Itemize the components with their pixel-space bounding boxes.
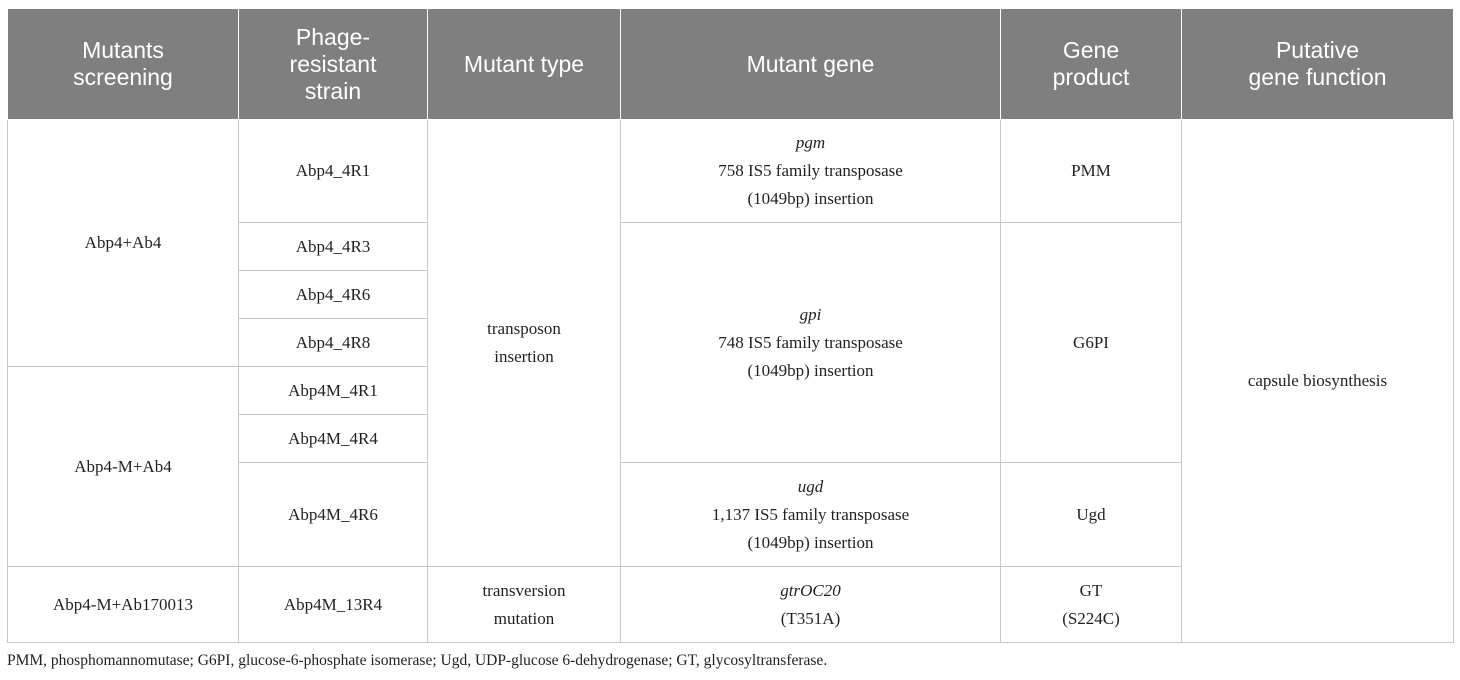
strain-cell: Abp4M_4R1 [238,366,428,415]
screening-cell: Abp4-M+Ab170013 [7,566,239,643]
mutant-gene-cell: ugd 1,137 IS5 family transposase (1049bp… [620,462,1001,567]
table-row: Abp4-M+Ab4 Abp4M_4R1 [7,366,1454,567]
gene-function-cell: capsule biosynthesis [1181,119,1454,643]
header-row: Mutants screening Phage-resistant strain M… [7,8,1454,120]
strain-cell: Abp4M_4R6 [238,462,428,567]
mutant-gene-cell: gtrOC20 (T351A) [620,566,1001,643]
mutant-type-cell: transversion mutation [427,566,621,643]
header-phage-resistant-strain: Phage-resistant strain [238,8,428,120]
table-row: Abp4-M+Ab170013 Abp4M_13R4 transversion m… [7,566,1454,643]
header-putative-gene-function: Putative gene function [1181,8,1454,120]
table-row: Abp4_4R8 [8,318,1454,367]
strain-cell: Abp4M_13R4 [238,566,428,643]
gene-product-cell: Ugd [1000,462,1182,567]
screening-cell: Abp4-M+Ab4 [7,366,239,567]
table-footnote: PMM, phosphomannomutase; G6PI, glucose-6… [7,652,828,669]
mutant-gene-cell: gpi 748 IS5 family transposase (1049bp) … [620,222,1001,463]
header-gene-product: Gene product [1000,8,1182,120]
table-row: Abp4_4R6 [8,270,1454,319]
mutant-type-cell: transposon insertion [427,119,621,567]
header-mutant-gene: Mutant gene [620,8,1001,120]
strain-cell: Abp4M_4R4 [238,414,428,463]
gene-product-cell: PMM [1000,119,1182,223]
table-row: Abp4+Ab4 Abp4_4R1 transposon insertion pg… [7,119,1454,643]
strain-cell: Abp4_4R6 [238,270,428,319]
gene-product-cell: G6PI [1000,222,1182,463]
strain-cell: Abp4_4R3 [238,222,428,271]
header-mutant-type: Mutant type [427,8,621,120]
header-mutants-screening: Mutants screening [7,8,239,120]
screening-cell: Abp4+Ab4 [7,119,239,367]
gene-product-cell: GT (S224C) [1000,566,1182,643]
table-row: Abp4_4R3 gpi 748 IS5 family transposase … [8,222,1454,463]
table-row: Abp4M_4R6 ugd 1,137 IS5 family transposa… [8,462,1454,567]
mutant-gene-cell: pgm 758 IS5 family transposase (1049bp) … [620,119,1001,223]
strain-cell: Abp4_4R8 [238,318,428,367]
mutants-table: Mutants screening Phage-resistant strain M… [7,8,1454,643]
strain-cell: Abp4_4R1 [238,119,428,223]
